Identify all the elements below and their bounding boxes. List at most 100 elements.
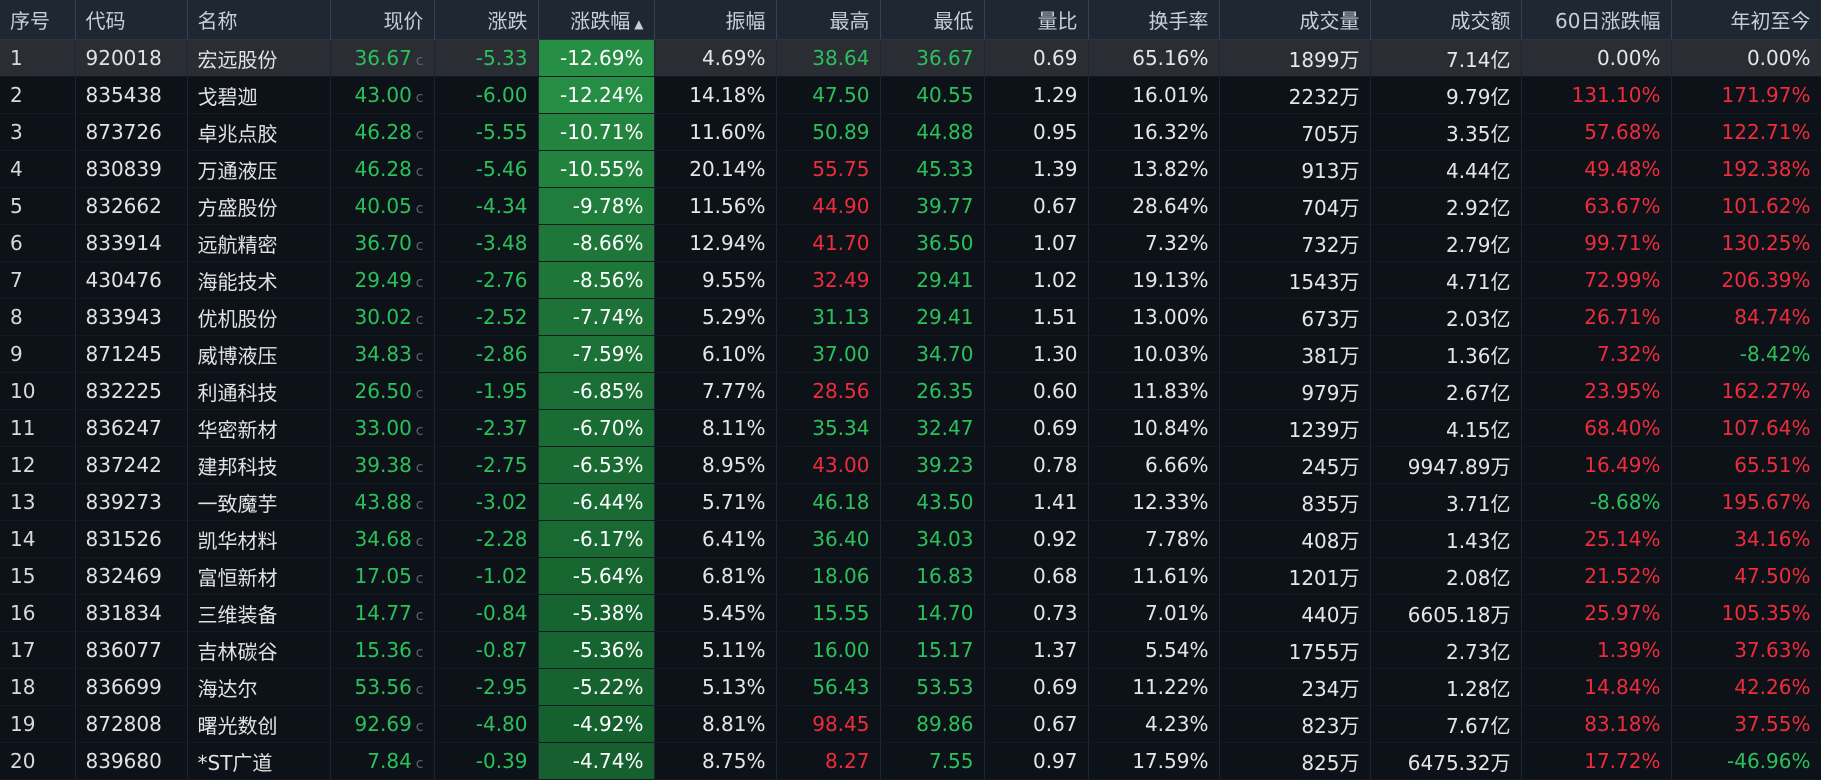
cell-pct-change: -10.71% xyxy=(538,113,655,151)
cell-amplitude: 5.11% xyxy=(654,631,777,669)
column-header-vol-ratio[interactable]: 量比 xyxy=(984,0,1089,40)
table-row[interactable]: 1 920018 宏远股份 36.67 c -5.33 -12.69% 4.69% 38.64 3… xyxy=(0,39,1821,77)
table-row[interactable]: 15 832469 富恒新材 17.05 c -1.02 -5.64% 6.81% 18.06 1… xyxy=(0,557,1821,595)
cell-code: 831834 xyxy=(75,594,188,632)
cell-price: 40.05 c xyxy=(330,187,435,225)
cell-amount: 3.71亿 xyxy=(1370,483,1522,521)
cell-amount: 4.15亿 xyxy=(1370,409,1522,447)
column-header-amount[interactable]: 成交额 xyxy=(1370,0,1522,40)
column-header-change[interactable]: 涨跌 xyxy=(434,0,539,40)
cell-amount: 1.28亿 xyxy=(1370,668,1522,706)
cell-change: -4.80 xyxy=(434,705,539,743)
cell-ytd: 162.27% xyxy=(1671,372,1821,410)
price-value: 33.00 xyxy=(354,416,412,440)
table-row[interactable]: 8 833943 优机股份 30.02 c -2.52 -7.74% 5.29% 31.13 29… xyxy=(0,298,1821,336)
column-header-low[interactable]: 最低 xyxy=(880,0,985,40)
cell-change: -0.87 xyxy=(434,631,539,669)
cell-amplitude: 8.75% xyxy=(654,742,777,780)
cell-amount: 4.71亿 xyxy=(1370,261,1522,299)
table-row[interactable]: 3 873726 卓兆点胶 46.28 c -5.55 -10.71% 11.60% 50.89… xyxy=(0,113,1821,151)
column-header-chg60[interactable]: 60日涨跌幅 xyxy=(1521,0,1672,40)
cell-pct-change: -6.53% xyxy=(538,446,655,484)
table-row[interactable]: 2 835438 戈碧迦 43.00 c -6.00 -12.24% 14.18% 47.50 4… xyxy=(0,76,1821,114)
table-row[interactable]: 20 839680 *ST广道 7.84 c -0.39 -4.74% 8.75% 8.27 7.… xyxy=(0,742,1821,780)
price-value: 39.38 xyxy=(354,453,412,477)
column-header-pct[interactable]: 涨跌幅 ▲ xyxy=(538,0,655,40)
cell-seq: 8 xyxy=(0,298,76,336)
cell-seq: 19 xyxy=(0,705,76,743)
cell-pct-change: -6.44% xyxy=(538,483,655,521)
table-row[interactable]: 5 832662 方盛股份 40.05 c -4.34 -9.78% 11.56% 44.90 3… xyxy=(0,187,1821,225)
cell-high: 46.18 xyxy=(776,483,881,521)
cell-vol-ratio: 1.29 xyxy=(984,76,1089,114)
cell-turnover: 10.03% xyxy=(1088,335,1220,373)
cell-ytd: 105.35% xyxy=(1671,594,1821,632)
price-value: 92.69 xyxy=(354,712,412,736)
cell-pct-change: -12.24% xyxy=(538,76,655,114)
cell-vol-ratio: 1.30 xyxy=(984,335,1089,373)
price-marker: c xyxy=(415,386,424,402)
cell-turnover: 17.59% xyxy=(1088,742,1220,780)
cell-high: 37.00 xyxy=(776,335,881,373)
table-row[interactable]: 18 836699 海达尔 53.56 c -2.95 -5.22% 5.13% 56.43 53… xyxy=(0,668,1821,706)
table-row[interactable]: 9 871245 威博液压 34.83 c -2.86 -7.59% 6.10% 37.00 34… xyxy=(0,335,1821,373)
cell-ytd: 65.51% xyxy=(1671,446,1821,484)
cell-code: 871245 xyxy=(75,335,188,373)
cell-pct-change: -8.56% xyxy=(538,261,655,299)
table-row[interactable]: 4 830839 万通液压 46.28 c -5.46 -10.55% 20.14% 55.75… xyxy=(0,150,1821,188)
cell-pct-change: -6.70% xyxy=(538,409,655,447)
column-header-high[interactable]: 最高 xyxy=(776,0,881,40)
cell-high: 16.00 xyxy=(776,631,881,669)
cell-price: 92.69 c xyxy=(330,705,435,743)
column-header-volume[interactable]: 成交量 xyxy=(1219,0,1371,40)
table-row[interactable]: 6 833914 远航精密 36.70 c -3.48 -8.66% 12.94% 41.70 3… xyxy=(0,224,1821,262)
column-header-amplitude[interactable]: 振幅 xyxy=(654,0,777,40)
table-row[interactable]: 7 430476 海能技术 29.49 c -2.76 -8.56% 9.55% 32.49 29… xyxy=(0,261,1821,299)
cell-change: -1.95 xyxy=(434,372,539,410)
price-marker: c xyxy=(415,571,424,587)
table-row[interactable]: 10 832225 利通科技 26.50 c -1.95 -6.85% 7.77% 28.56 2… xyxy=(0,372,1821,410)
cell-pct-change: -7.74% xyxy=(538,298,655,336)
table-row[interactable]: 11 836247 华密新材 33.00 c -2.37 -6.70% 8.11% 35.34 3… xyxy=(0,409,1821,447)
cell-seq: 18 xyxy=(0,668,76,706)
cell-pct-change: -6.17% xyxy=(538,520,655,558)
cell-price: 39.38 c xyxy=(330,446,435,484)
cell-amplitude: 6.41% xyxy=(654,520,777,558)
cell-volume: 234万 xyxy=(1219,668,1371,706)
table-row[interactable]: 17 836077 吉林碳谷 15.36 c -0.87 -5.36% 5.11% 16.00 1… xyxy=(0,631,1821,669)
cell-volume: 1755万 xyxy=(1219,631,1371,669)
cell-pct-change: -4.74% xyxy=(538,742,655,780)
table-row[interactable]: 19 872808 曙光数创 92.69 c -4.80 -4.92% 8.81% 98.45 8… xyxy=(0,705,1821,743)
cell-name: 华密新材 xyxy=(187,409,331,447)
cell-amount: 1.43亿 xyxy=(1370,520,1522,558)
cell-vol-ratio: 0.60 xyxy=(984,372,1089,410)
cell-change: -0.39 xyxy=(434,742,539,780)
cell-chg60: 21.52% xyxy=(1521,557,1672,595)
cell-turnover: 16.01% xyxy=(1088,76,1220,114)
cell-pct-change: -5.38% xyxy=(538,594,655,632)
table-row[interactable]: 14 831526 凯华材料 34.68 c -2.28 -6.17% 6.41% 36.40 3… xyxy=(0,520,1821,558)
cell-high: 38.64 xyxy=(776,39,881,77)
column-header-seq[interactable]: 序号 xyxy=(0,0,76,40)
cell-chg60: 83.18% xyxy=(1521,705,1672,743)
cell-price: 34.68 c xyxy=(330,520,435,558)
price-value: 7.84 xyxy=(367,749,412,773)
cell-turnover: 5.54% xyxy=(1088,631,1220,669)
cell-high: 18.06 xyxy=(776,557,881,595)
cell-chg60: 57.68% xyxy=(1521,113,1672,151)
table-body: 1 920018 宏远股份 36.67 c -5.33 -12.69% 4.69% 38.64 3… xyxy=(0,39,1821,780)
price-marker: c xyxy=(415,164,424,180)
column-header-code[interactable]: 代码 xyxy=(75,0,188,40)
column-header-turnover[interactable]: 换手率 xyxy=(1088,0,1220,40)
cell-turnover: 7.32% xyxy=(1088,224,1220,262)
table-row[interactable]: 12 837242 建邦科技 39.38 c -2.75 -6.53% 8.95% 43.00 3… xyxy=(0,446,1821,484)
cell-vol-ratio: 1.41 xyxy=(984,483,1089,521)
table-row[interactable]: 13 839273 一致魔芋 43.88 c -3.02 -6.44% 5.71% 46.18 4… xyxy=(0,483,1821,521)
cell-turnover: 28.64% xyxy=(1088,187,1220,225)
column-header-name[interactable]: 名称 xyxy=(187,0,331,40)
table-row[interactable]: 16 831834 三维装备 14.77 c -0.84 -5.38% 5.45% 15.55 1… xyxy=(0,594,1821,632)
cell-high: 35.34 xyxy=(776,409,881,447)
column-header-price[interactable]: 现价 xyxy=(330,0,435,40)
cell-change: -5.46 xyxy=(434,150,539,188)
column-header-ytd[interactable]: 年初至今 xyxy=(1671,0,1821,40)
